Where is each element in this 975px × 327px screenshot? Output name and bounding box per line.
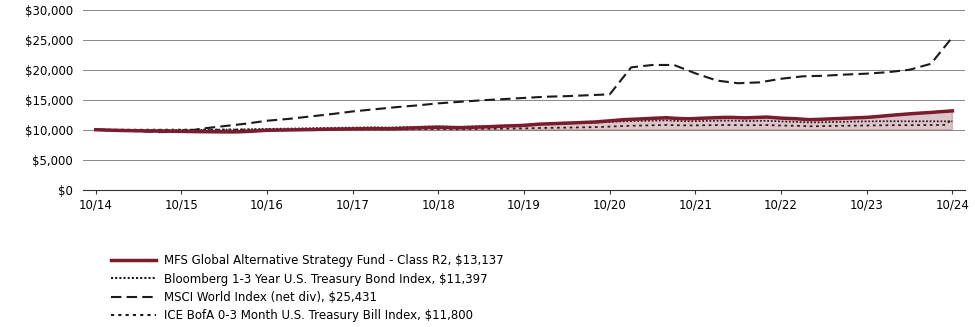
Legend: MFS Global Alternative Strategy Fund - Class R2, $13,137, Bloomberg 1-3 Year U.S: MFS Global Alternative Strategy Fund - C…: [106, 250, 509, 327]
